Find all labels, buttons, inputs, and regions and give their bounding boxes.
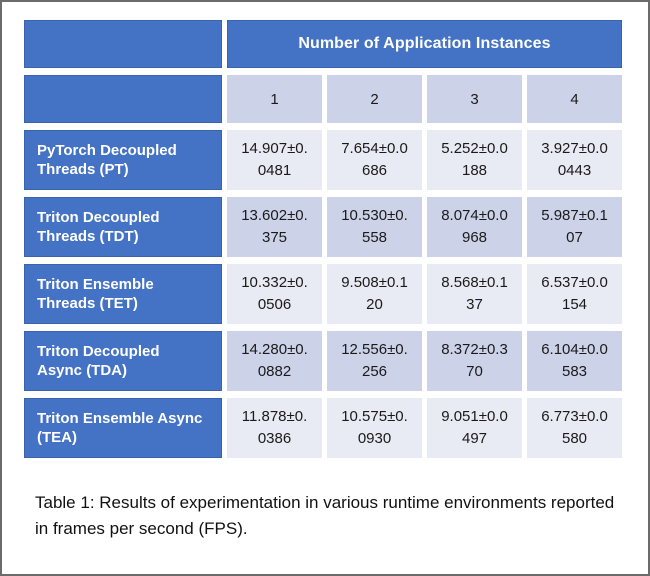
value-cell: 5.987±0.107 [527,197,622,257]
row-label-tdt: Triton Decoupled Threads (TDT) [24,197,222,257]
value-cell: 6.537±0.0154 [527,264,622,324]
value-cell: 7.654±0.0686 [327,130,422,190]
table-title-cell: Number of Application Instances [227,20,622,68]
value-cell: 14.280±0.0882 [227,331,322,391]
column-header-3: 3 [427,75,522,123]
value-cell: 8.568±0.137 [427,264,522,324]
corner-cell [24,75,222,123]
table-row: Triton Decoupled Threads (TDT) 13.602±0.… [24,197,622,257]
value-cell: 6.773±0.0580 [527,398,622,458]
table-caption: Table 1: Results of experimentation in v… [35,493,615,538]
row-label-tda: Triton Decoupled Async (TDA) [24,331,222,391]
table-row: PyTorch Decoupled Threads (PT) 14.907±0.… [24,130,622,190]
value-cell: 5.252±0.0188 [427,130,522,190]
row-label-tet: Triton Ensemble Threads (TET) [24,264,222,324]
value-cell: 10.530±0.558 [327,197,422,257]
value-cell: 12.556±0.256 [327,331,422,391]
table-row: Triton Ensemble Threads (TET) 10.332±0.0… [24,264,622,324]
column-header-1: 1 [227,75,322,123]
value-cell: 14.907±0.0481 [227,130,322,190]
value-cell: 10.332±0.0506 [227,264,322,324]
column-header-row: 1 2 3 4 [24,75,622,123]
value-cell: 10.575±0.0930 [327,398,422,458]
value-cell: 8.074±0.0968 [427,197,522,257]
column-header-4: 4 [527,75,622,123]
table-row: Triton Ensemble Async (TEA) 11.878±0.038… [24,398,622,458]
row-label-tea: Triton Ensemble Async (TEA) [24,398,222,458]
value-cell: 9.508±0.120 [327,264,422,324]
value-cell: 13.602±0.375 [227,197,322,257]
table-header-row: Number of Application Instances [24,20,622,68]
corner-cell [24,20,222,68]
row-label-pt: PyTorch Decoupled Threads (PT) [24,130,222,190]
value-cell: 8.372±0.370 [427,331,522,391]
table-row: Triton Decoupled Async (TDA) 14.280±0.08… [24,331,622,391]
value-cell: 11.878±0.0386 [227,398,322,458]
value-cell: 6.104±0.0583 [527,331,622,391]
value-cell: 3.927±0.00443 [527,130,622,190]
results-table: Number of Application Instances 1 2 3 4 … [19,13,627,465]
column-header-2: 2 [327,75,422,123]
value-cell: 9.051±0.0497 [427,398,522,458]
